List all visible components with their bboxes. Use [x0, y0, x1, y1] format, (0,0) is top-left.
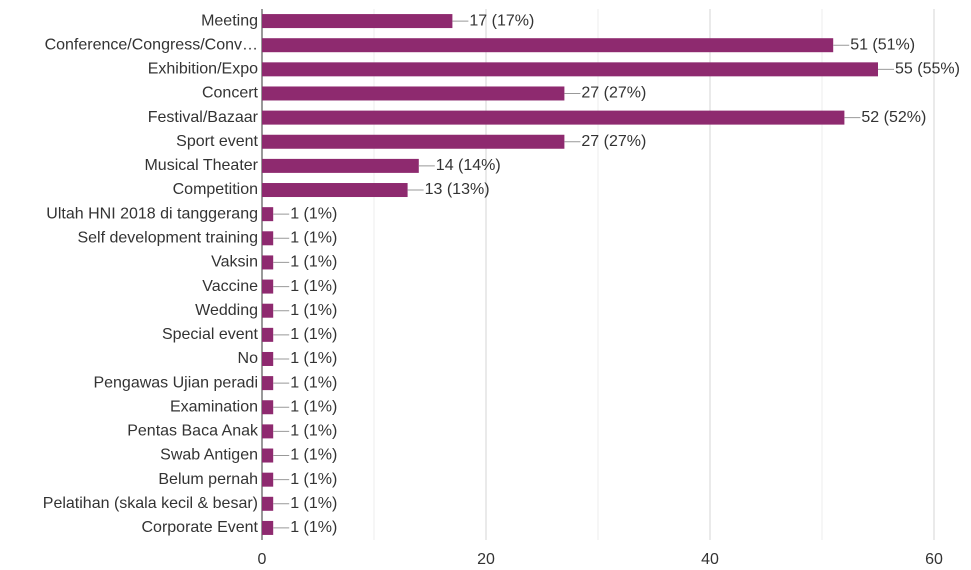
y-tick-label: Self development training: [77, 230, 258, 247]
value-label: 1 (1%): [290, 374, 337, 391]
value-label: 1 (1%): [290, 205, 337, 222]
value-label: 27 (27%): [581, 133, 646, 150]
y-tick-label: Vaksin: [211, 254, 258, 271]
bar: [262, 207, 274, 222]
bar: [262, 520, 274, 535]
value-label: 1 (1%): [290, 447, 337, 464]
y-tick-label: Meeting: [201, 12, 258, 29]
bar: [262, 400, 274, 415]
bar: [262, 38, 834, 53]
bar: [262, 279, 274, 294]
y-tick-label: Exhibition/Expo: [148, 61, 258, 78]
value-label: 14 (14%): [436, 157, 501, 174]
bar: [262, 376, 274, 391]
y-tick-label: Belum pernah: [158, 471, 258, 488]
y-tick-label: Pengawas Ujian peradi: [93, 374, 258, 391]
value-label: 1 (1%): [290, 254, 337, 271]
y-tick-label: Swab Antigen: [160, 447, 258, 464]
bar: [262, 86, 565, 101]
value-label: 1 (1%): [290, 278, 337, 295]
x-tick-label: 20: [477, 551, 495, 568]
x-tick-label: 40: [701, 551, 719, 568]
y-tick-label: Special event: [162, 326, 259, 343]
bar: [262, 351, 274, 366]
value-label: 1 (1%): [290, 302, 337, 319]
bar: [262, 110, 845, 125]
bar: [262, 448, 274, 463]
y-tick-label: Corporate Event: [141, 519, 258, 536]
x-tick-label: 0: [258, 551, 267, 568]
y-tick-label: Concert: [202, 85, 259, 102]
y-tick-label: No: [238, 350, 259, 367]
bar: [262, 134, 565, 149]
value-label: 13 (13%): [425, 181, 490, 198]
value-label: 1 (1%): [290, 398, 337, 415]
y-tick-label: Wedding: [195, 302, 258, 319]
y-tick-label: Ultah HNI 2018 di tanggerang: [46, 205, 258, 222]
value-label: 1 (1%): [290, 471, 337, 488]
y-tick-label: Sport event: [176, 133, 258, 150]
value-label: 52 (52%): [861, 109, 926, 126]
value-label: 1 (1%): [290, 350, 337, 367]
value-label: 1 (1%): [290, 519, 337, 536]
value-label: 51 (51%): [850, 36, 915, 53]
y-tick-label: Pelatihan (skala kecil & besar): [43, 495, 258, 512]
value-label: 1 (1%): [290, 230, 337, 247]
bar: [262, 303, 274, 318]
bar: [262, 424, 274, 439]
bar: [262, 496, 274, 511]
y-tick-label: Musical Theater: [144, 157, 258, 174]
y-tick-label: Conference/Congress/Conv…: [45, 36, 258, 53]
bar: [262, 472, 274, 487]
bar: [262, 231, 274, 246]
value-label: 1 (1%): [290, 326, 337, 343]
bar: [262, 183, 408, 198]
x-tick-label: 60: [925, 551, 943, 568]
bar: [262, 327, 274, 342]
value-label: 55 (55%): [895, 61, 960, 78]
y-tick-label: Festival/Bazaar: [148, 109, 259, 126]
bar: [262, 14, 453, 29]
y-tick-label: Pentas Baca Anak: [127, 423, 259, 440]
y-tick-label: Competition: [173, 181, 258, 198]
y-tick-label: Examination: [170, 398, 258, 415]
value-label: 27 (27%): [581, 85, 646, 102]
bar: [262, 62, 878, 77]
bar: [262, 158, 419, 173]
value-label: 1 (1%): [290, 423, 337, 440]
value-label: 17 (17%): [469, 12, 534, 29]
value-label: 1 (1%): [290, 495, 337, 512]
bar: [262, 255, 274, 270]
y-tick-label: Vaccine: [202, 278, 258, 295]
